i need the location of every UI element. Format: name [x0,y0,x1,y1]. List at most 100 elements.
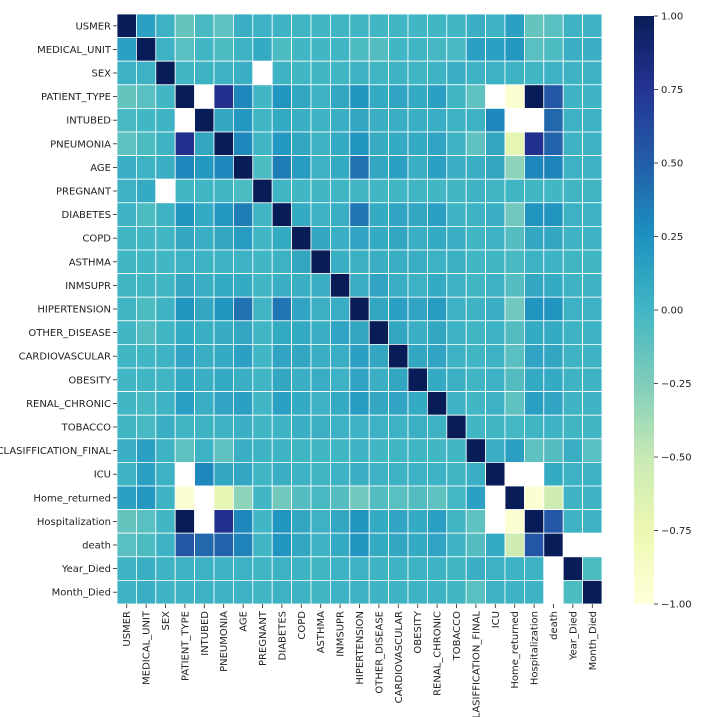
heatmap-cell [116,580,137,605]
heatmap-cell [271,414,293,440]
heatmap-cell [504,556,525,581]
heatmap-cell [291,320,312,345]
heatmap-cell [388,84,409,109]
heatmap-cell [504,37,525,62]
heatmap-cell [194,343,215,369]
heatmap-cell [349,155,370,180]
heatmap-cell [310,414,331,440]
heatmap-cell [135,131,157,157]
heatmap-cell [368,37,390,62]
heatmap-cell [582,60,603,86]
colorbar-tick-label: 0.50 [661,159,683,170]
heatmap-cell [368,60,390,86]
heatmap-cell [465,249,487,275]
heatmap-cell [271,225,293,251]
heatmap-cell [310,391,331,416]
heatmap-cell [232,37,254,62]
heatmap-cell [135,320,157,345]
heatmap-cell [349,485,370,511]
heatmap-cell [465,391,487,416]
heatmap-cell [194,320,215,345]
heatmap-cell [543,178,564,204]
heatmap-cell [174,343,195,369]
heatmap-cell [485,580,506,605]
heatmap-cell [329,509,351,534]
heatmap-cell [329,13,351,39]
heatmap-cell [485,461,506,487]
y-tick-label: MEDICAL_UNIT [37,45,112,56]
heatmap-cell [213,367,234,393]
x-tick-label: Month_Died [588,611,599,670]
heatmap-cell [543,343,564,369]
heatmap-cell [194,461,215,487]
heatmap-cell [116,249,137,275]
heatmap-cell [310,532,331,558]
heatmap-cell [310,60,331,86]
x-tick-label: CARDIOVASCULAR [394,611,405,703]
heatmap-cell [465,532,487,558]
heatmap-cell [504,414,525,440]
heatmap-cell [446,367,467,393]
heatmap-cell [562,556,584,581]
heatmap-cell [426,532,448,558]
heatmap-cell [135,532,157,558]
heatmap-cell [485,273,506,298]
heatmap-cell [174,461,195,487]
heatmap-cell [349,37,370,62]
heatmap-cell [368,320,390,345]
heatmap-cell [213,461,234,487]
heatmap-cell [174,249,195,275]
heatmap-cell [465,296,487,322]
heatmap-cell [524,155,545,180]
heatmap-cell [504,296,525,322]
heatmap-cell [116,509,137,534]
heatmap-cell [349,84,370,109]
heatmap-cell [329,320,351,345]
heatmap-cell [213,320,234,345]
heatmap-cell [232,273,254,298]
heatmap-cell [368,438,390,463]
heatmap-cell [426,414,448,440]
heatmap-cell [310,155,331,180]
heatmap-cell [582,108,603,133]
heatmap-cell [271,131,293,157]
heatmap-cell [174,391,195,416]
heatmap-cell [252,320,273,345]
heatmap-cell [465,84,487,109]
heatmap-cell [524,367,545,393]
heatmap-cell [446,414,467,440]
y-tick-label: USMER [75,21,111,32]
heatmap-cell [562,414,584,440]
heatmap-cell [329,556,351,581]
y-tick-label: ICU [94,470,111,481]
heatmap-cell [446,532,467,558]
heatmap-cell [271,249,293,275]
heatmap-cell [368,202,390,227]
heatmap-cell [426,155,448,180]
heatmap-cell [465,485,487,511]
heatmap-cell [426,249,448,275]
heatmap-cell [271,178,293,204]
y-tick-label: Home_returned [33,493,111,504]
x-tick-label: Hospitalization [530,611,541,685]
heatmap-cell [155,60,176,86]
heatmap-cell [349,60,370,86]
heatmap-cell [446,60,467,86]
heatmap-cell [582,391,603,416]
heatmap-cell [582,84,603,109]
heatmap-cell [271,60,293,86]
heatmap-cell [349,178,370,204]
heatmap-cell [543,273,564,298]
heatmap-cell [582,202,603,227]
heatmap-cell [465,556,487,581]
heatmap-cell [213,225,234,251]
heatmap-cell [465,367,487,393]
heatmap-cell [485,296,506,322]
heatmap-cell [310,13,331,39]
heatmap-cell [504,131,525,157]
heatmap-cell [562,37,584,62]
x-tick-label: HIPERTENSION [355,611,366,685]
heatmap-cell [291,556,312,581]
heatmap-cell [465,320,487,345]
x-tick-label: MEDICAL_UNIT [142,610,153,685]
